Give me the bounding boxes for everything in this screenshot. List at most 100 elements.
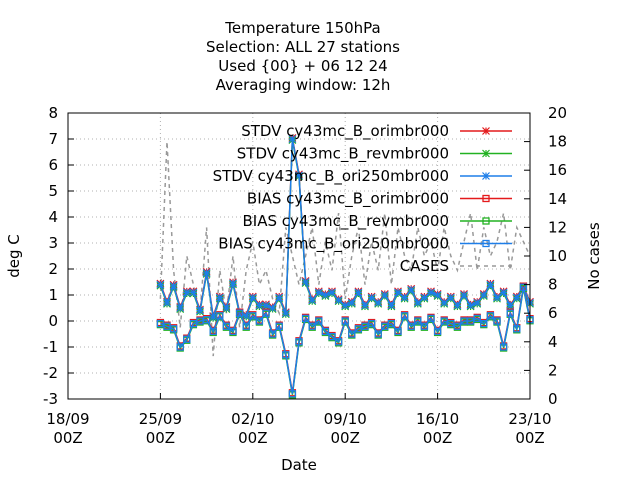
y-tick-label: 5	[48, 182, 58, 200]
point-bias-ori250mbr000	[328, 332, 336, 341]
point-bias-ori250mbr000	[249, 312, 257, 320]
point-stdv-ori250mbr000	[308, 296, 317, 305]
legend-marker	[482, 149, 490, 158]
point-bias-ori250mbr000	[334, 338, 343, 346]
y-tick-label: -3	[43, 390, 58, 408]
point-bias-ori250mbr000	[275, 322, 283, 330]
point-bias-ori250mbr000	[387, 319, 396, 328]
y2-tick-label: 10	[548, 247, 567, 265]
point-stdv-ori250mbr000	[281, 309, 290, 318]
x-axis-label: Date	[281, 456, 317, 474]
point-stdv-ori250mbr000	[189, 288, 198, 297]
point-stdv-ori250mbr000	[380, 291, 389, 299]
legend-marker	[482, 239, 490, 248]
y2-tick-label: 2	[548, 361, 558, 379]
point-stdv-ori250mbr000	[427, 288, 435, 297]
y2-tick-label: 20	[548, 104, 567, 122]
point-stdv-ori250mbr000	[262, 301, 270, 310]
point-stdv-ori250mbr000	[361, 301, 369, 310]
point-stdv-ori250mbr000	[196, 306, 204, 315]
point-bias-ori250mbr000	[308, 322, 316, 330]
point-stdv-ori250mbr000	[466, 301, 475, 310]
point-bias-ori250mbr000	[486, 312, 495, 320]
point-stdv-ori250mbr000	[295, 171, 303, 180]
point-stdv-ori250mbr000	[473, 298, 482, 307]
point-bias-ori250mbr000	[473, 314, 481, 323]
point-bias-ori250mbr000	[216, 312, 224, 320]
point-stdv-ori250mbr000	[420, 293, 429, 302]
point-bias-ori250mbr000	[499, 343, 508, 351]
point-stdv-ori250mbr000	[460, 291, 468, 299]
point-bias-ori250mbr000	[367, 319, 376, 328]
point-stdv-ori250mbr000	[328, 288, 336, 297]
point-stdv-ori250mbr000	[499, 288, 508, 297]
point-stdv-ori250mbr000	[222, 304, 231, 312]
title-line: Temperature 150hPa	[224, 19, 381, 37]
point-stdv-ori250mbr000	[512, 293, 521, 302]
legend-marker	[482, 217, 490, 225]
point-stdv-ori250mbr000	[163, 298, 171, 307]
point-bias-ori250mbr000	[480, 319, 488, 328]
point-bias-ori250mbr000	[374, 330, 382, 338]
point-stdv-ori250mbr000	[394, 288, 402, 297]
title-line: Used {00} + 06 12 24	[218, 57, 387, 75]
point-stdv-ori250mbr000	[367, 293, 376, 302]
point-bias-ori250mbr000	[348, 330, 356, 338]
point-bias-ori250mbr000	[420, 322, 429, 330]
x-tick-label: 09/10	[324, 410, 367, 428]
point-bias-ori250mbr000	[414, 317, 422, 325]
y2-tick-label: 12	[548, 218, 567, 236]
point-bias-ori250mbr000	[183, 335, 191, 343]
point-bias-ori250mbr000	[222, 322, 231, 330]
legend-label: BIAS cy43mc_B_ori250mbr000	[218, 235, 449, 254]
point-stdv-ori250mbr000	[486, 280, 495, 289]
legend: STDV cy43mc_B_orimbr000 STDV cy43mc_B_rev…	[213, 122, 512, 275]
point-bias-ori250mbr000	[282, 351, 290, 359]
point-stdv-ori250mbr000	[493, 293, 501, 302]
series-cases	[159, 141, 531, 357]
point-stdv-ori250mbr000	[242, 311, 251, 320]
legend-marker	[482, 127, 490, 135]
point-bias-ori250mbr000	[262, 309, 270, 317]
point-stdv-ori250mbr000	[255, 301, 264, 310]
y-tick-label: -1	[43, 338, 58, 356]
point-bias-ori250mbr000	[301, 314, 310, 323]
x-tick-label: 02/10	[231, 410, 274, 428]
point-stdv-ori250mbr000	[453, 301, 462, 310]
y2-tick-label: 0	[548, 390, 558, 408]
x-tick-label: 25/09	[139, 410, 182, 428]
point-bias-ori250mbr000	[209, 327, 217, 336]
legend-label: BIAS cy43mc_B_orimbr000	[247, 190, 449, 209]
point-stdv-ori250mbr000	[301, 278, 310, 286]
point-stdv-ori250mbr000	[215, 293, 224, 302]
point-bias-ori250mbr000	[394, 327, 402, 336]
y-tick-label: 6	[48, 156, 58, 174]
y-tick-label: 4	[48, 208, 58, 226]
point-stdv-ori250mbr000	[400, 293, 409, 302]
point-bias-ori250mbr000	[493, 317, 501, 325]
point-bias-ori250mbr000	[255, 317, 264, 325]
point-bias-ori250mbr000	[295, 338, 303, 346]
point-bias-ori250mbr000	[341, 317, 349, 325]
point-stdv-ori250mbr000	[321, 291, 330, 299]
point-stdv-ori250mbr000	[374, 298, 383, 307]
point-stdv-ori250mbr000	[354, 288, 363, 297]
point-stdv-ori250mbr000	[387, 301, 396, 310]
y-tick-label: 2	[48, 260, 58, 278]
y2-tick-label: 8	[548, 276, 558, 294]
point-stdv-ori250mbr000	[182, 288, 191, 297]
legend-label: BIAS cy43mc_B_revmbr000	[243, 212, 450, 231]
y2-tick-label: 6	[548, 304, 558, 322]
point-bias-ori250mbr000	[519, 283, 528, 291]
point-bias-ori250mbr000	[235, 309, 244, 317]
point-bias-ori250mbr000	[407, 322, 415, 330]
point-stdv-ori250mbr000	[202, 268, 211, 277]
y-axis-label: deg C	[5, 234, 23, 278]
y2-tick-label: 4	[548, 333, 558, 351]
point-stdv-ori250mbr000	[446, 293, 455, 302]
point-stdv-ori250mbr000	[479, 291, 488, 299]
point-bias-ori250mbr000	[513, 325, 521, 333]
point-stdv-ori250mbr000	[413, 298, 422, 307]
